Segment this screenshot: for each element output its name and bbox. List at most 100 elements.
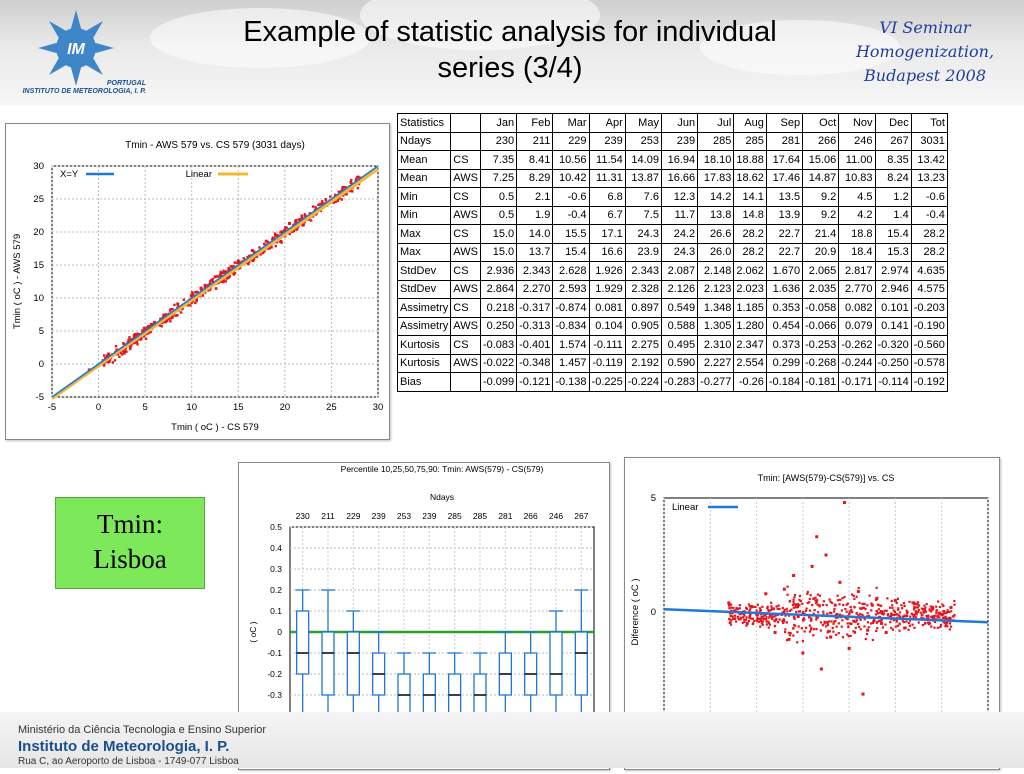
value-cell: 1.4 bbox=[874, 205, 912, 225]
scatter-point bbox=[190, 301, 193, 305]
value-cell: 239 bbox=[588, 131, 626, 151]
scatter-point bbox=[194, 291, 197, 294]
value-cell: 2.035 bbox=[802, 279, 840, 299]
scatter-point bbox=[158, 324, 161, 327]
table-row: Max CS 15.0 14.0 15.5 17.1 24.3 24.2 26.6 28.2 22.… bbox=[396, 224, 948, 244]
scatter-point bbox=[766, 606, 769, 610]
scatter-point bbox=[859, 628, 862, 631]
scatter-point bbox=[735, 607, 738, 610]
value-cell: 2.1 bbox=[516, 187, 554, 207]
scatter-point bbox=[765, 616, 768, 619]
value-cell: 1.280 bbox=[733, 316, 767, 336]
scatter-point bbox=[309, 219, 313, 222]
scatter-point bbox=[850, 593, 854, 596]
scatter-point bbox=[121, 353, 124, 356]
ndays-label: 239 bbox=[372, 511, 386, 521]
value-cell: -0.26 bbox=[733, 372, 767, 392]
scatter-point bbox=[941, 603, 944, 606]
scatter-point bbox=[815, 616, 818, 619]
value-cell: 17.1 bbox=[588, 224, 626, 244]
scatter-point bbox=[739, 616, 743, 619]
scatter-point bbox=[802, 610, 805, 614]
scatter-point bbox=[900, 604, 903, 607]
value-cell: 2.062 bbox=[733, 261, 767, 281]
value-cell: -0.181 bbox=[802, 372, 840, 392]
value-cell: 17.64 bbox=[765, 150, 804, 170]
scatter-point bbox=[268, 247, 271, 250]
scatter-point bbox=[847, 625, 850, 629]
scatter-point bbox=[843, 595, 846, 599]
value-cell: 13.42 bbox=[910, 150, 948, 170]
scatter-point bbox=[825, 603, 828, 607]
scatter-point bbox=[884, 631, 888, 635]
scatter-point bbox=[878, 611, 882, 614]
y-tick-label: 0 bbox=[39, 359, 44, 370]
value-cell: 2.023 bbox=[733, 279, 767, 299]
scatter-point bbox=[920, 616, 923, 620]
scatter-point bbox=[783, 608, 786, 612]
scatter-point bbox=[745, 616, 748, 619]
scatter-point bbox=[866, 628, 870, 632]
scatter-point bbox=[308, 218, 311, 221]
scatter-point bbox=[738, 607, 742, 610]
scatter-point bbox=[266, 240, 270, 244]
value-cell: 0.5 bbox=[479, 205, 518, 225]
x-axis-label: Tmin ( oC ) - CS 579 bbox=[171, 422, 259, 433]
value-cell: -0.834 bbox=[552, 316, 590, 336]
scatter-point bbox=[227, 268, 230, 272]
scatter-point bbox=[793, 603, 796, 606]
value-cell: 7.6 bbox=[624, 187, 662, 207]
scatter-point bbox=[832, 622, 835, 625]
scatter-point bbox=[795, 603, 798, 606]
scatter-point bbox=[300, 216, 304, 220]
scatter-point bbox=[831, 626, 834, 630]
tmin-lisboa-label: Tmin: Lisboa bbox=[55, 497, 205, 589]
value-cell: 28.2 bbox=[910, 224, 948, 244]
scatter-point bbox=[770, 605, 773, 608]
scatter-point bbox=[788, 600, 792, 603]
scatter-point bbox=[732, 617, 735, 620]
scatter-point bbox=[113, 359, 117, 362]
scatter-point bbox=[921, 623, 925, 627]
scatter-point bbox=[882, 612, 885, 615]
scatter-point bbox=[211, 277, 214, 281]
scatter-point bbox=[819, 667, 823, 671]
scatter-point bbox=[856, 589, 860, 593]
scatter-point bbox=[798, 604, 801, 607]
seminar-label: VI Seminar Homogenization, Budapest 2008 bbox=[845, 16, 1005, 88]
scatter-point bbox=[301, 224, 305, 227]
scatter-point bbox=[280, 239, 283, 243]
value-cell: 1.9 bbox=[516, 205, 554, 225]
scatter-point bbox=[770, 607, 774, 610]
scatter-point bbox=[797, 610, 800, 613]
scatter-point bbox=[741, 621, 744, 624]
scatter-point bbox=[777, 604, 780, 607]
scatter-point bbox=[211, 280, 215, 283]
scatter-point bbox=[922, 611, 926, 614]
scatter-point bbox=[119, 351, 122, 355]
scatter-point bbox=[908, 600, 911, 603]
scatter-point bbox=[894, 625, 897, 628]
scatter-point bbox=[134, 333, 137, 336]
scatter-point bbox=[812, 628, 816, 631]
scatter-point bbox=[827, 620, 831, 623]
scatter-point bbox=[266, 247, 269, 250]
table-row: Assimetry AWS 0.250 -0.313 -0.834 0.104 0.905 0… bbox=[396, 316, 948, 336]
value-cell: -0.253 bbox=[802, 335, 840, 355]
scatter-point bbox=[754, 605, 757, 609]
station-cell bbox=[450, 372, 481, 392]
value-cell: 1.305 bbox=[697, 316, 735, 336]
scatter-point bbox=[875, 596, 879, 600]
scatter-point bbox=[106, 353, 109, 357]
value-cell: 2.554 bbox=[733, 353, 767, 373]
scatter-point bbox=[793, 624, 797, 627]
scatter-point bbox=[728, 618, 731, 621]
scatter-point bbox=[868, 594, 871, 597]
y-tick-label: 15 bbox=[33, 260, 44, 271]
scatter-point bbox=[792, 627, 795, 630]
scatter-point bbox=[924, 606, 927, 609]
scatter-point bbox=[792, 606, 795, 609]
scatter-point bbox=[317, 203, 320, 207]
station-cell: CS bbox=[450, 187, 481, 207]
value-cell: 239 bbox=[660, 131, 699, 151]
